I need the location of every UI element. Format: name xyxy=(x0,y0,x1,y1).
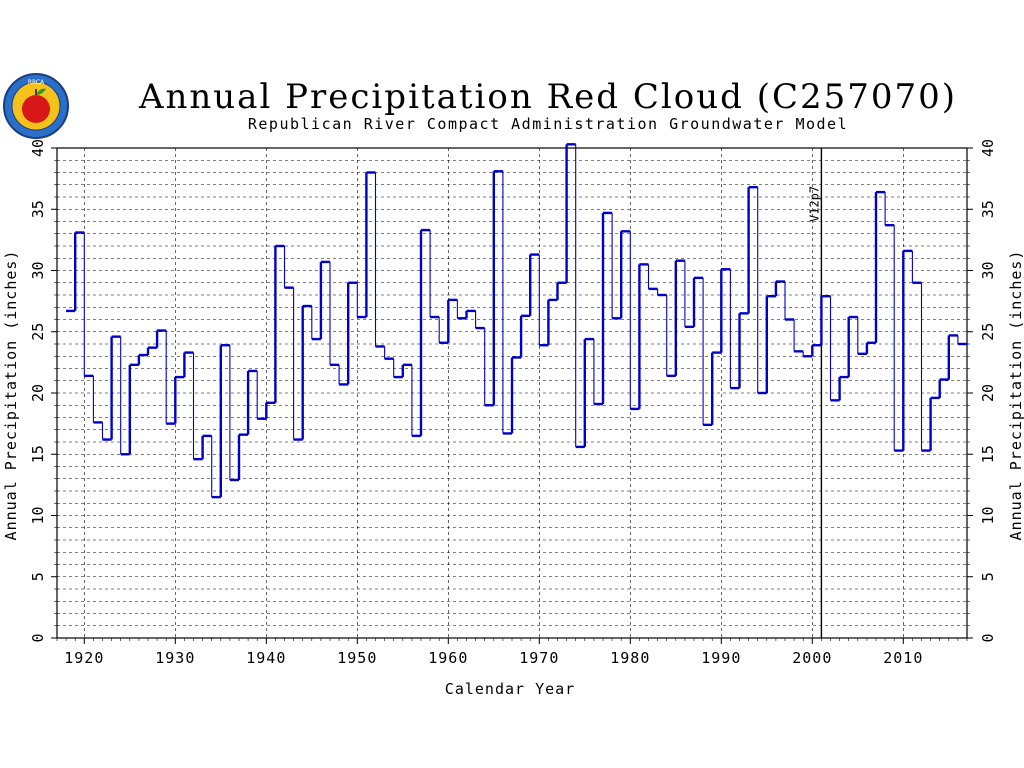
y-tick-label-right: 0 xyxy=(979,633,997,642)
model-version-marker: V12p7 xyxy=(807,148,823,638)
y-tick-label-left: 30 xyxy=(29,261,47,279)
y-tick-label-right: 20 xyxy=(979,384,997,402)
x-tick-label: 1950 xyxy=(337,649,377,667)
y-tick-label-right: 30 xyxy=(979,261,997,279)
x-tick-label: 1970 xyxy=(519,649,559,667)
y-tick-label-right: 10 xyxy=(979,506,997,524)
y-tick-label-left: 25 xyxy=(29,323,47,341)
y-tick-label-left: 40 xyxy=(29,139,47,157)
x-tick-label: 1990 xyxy=(701,649,741,667)
rrca-logo: RRCA xyxy=(3,73,69,139)
y-tick-label-left: 15 xyxy=(29,445,47,463)
y-tick-label-left: 5 xyxy=(29,572,47,581)
logo-text: RRCA xyxy=(28,79,45,86)
y-axis-label-right: Annual Precipitation (inches) xyxy=(1007,250,1024,541)
y-tick-label-left: 0 xyxy=(29,633,47,642)
marker-label: V12p7 xyxy=(807,186,821,222)
y-tick-label-left: 20 xyxy=(29,384,47,402)
y-tick-label-right: 15 xyxy=(979,445,997,463)
x-tick-label: 1960 xyxy=(428,649,468,667)
chart-subtitle: Republican River Compact Administration … xyxy=(248,115,848,133)
y-tick-label-right: 35 xyxy=(979,200,997,218)
y-tick-label-right: 5 xyxy=(979,572,997,581)
grid-lines xyxy=(57,148,967,638)
y-tick-label-right: 25 xyxy=(979,323,997,341)
x-tick-label: 1940 xyxy=(246,649,286,667)
y-axis-label-left: Annual Precipitation (inches) xyxy=(2,250,20,541)
y-tick-label-left: 35 xyxy=(29,200,47,218)
series-layer xyxy=(66,143,967,499)
x-axis-label: Calendar Year xyxy=(445,680,575,698)
x-tick-label: 2010 xyxy=(883,649,923,667)
x-tick-label: 1980 xyxy=(610,649,650,667)
x-tick-label: 1930 xyxy=(155,649,195,667)
x-tick-label: 2000 xyxy=(792,649,832,667)
y-tick-label-left: 10 xyxy=(29,506,47,524)
apple-icon xyxy=(22,95,50,123)
x-tick-label: 1920 xyxy=(64,649,104,667)
axis-ticks: 1920 1930 1940 1950 1960 1970 1980 1990 2000 2010… xyxy=(29,139,997,667)
y-tick-label-right: 40 xyxy=(979,139,997,157)
chart-title: Annual Precipitation Red Cloud (C257070) xyxy=(138,77,957,117)
